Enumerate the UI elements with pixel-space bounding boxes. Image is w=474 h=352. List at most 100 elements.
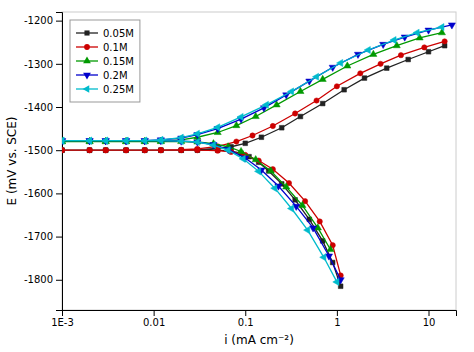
point <box>292 111 297 116</box>
point <box>334 84 339 89</box>
point <box>310 226 317 232</box>
point <box>333 278 339 285</box>
point <box>239 155 245 162</box>
point <box>319 75 326 81</box>
tick-label: 10 <box>423 317 436 328</box>
legend-marker <box>84 44 90 50</box>
point <box>62 148 65 153</box>
point <box>390 37 396 44</box>
point <box>142 148 147 153</box>
point <box>209 141 215 148</box>
tick: -1300 <box>24 59 62 70</box>
legend-label: 0.2M <box>103 70 128 81</box>
point <box>85 137 91 144</box>
point <box>124 148 129 153</box>
point <box>234 139 239 144</box>
point <box>279 125 284 130</box>
tick-mark <box>56 21 62 22</box>
point <box>337 59 343 66</box>
point <box>179 148 184 153</box>
point <box>283 183 290 189</box>
legend-marker <box>83 73 91 80</box>
legend-item: 0.05M <box>76 28 134 39</box>
tick: -1500 <box>24 145 62 156</box>
tick-mark <box>56 280 62 281</box>
point <box>103 148 108 153</box>
point <box>438 24 444 31</box>
point <box>87 148 92 153</box>
point <box>122 137 128 144</box>
series <box>62 43 447 288</box>
point <box>159 148 164 153</box>
x-axis: 1E-3 0.01 0.1 1 10 <box>51 310 456 328</box>
point <box>422 45 427 50</box>
y-axis: -1800-1700-1600-1500-1400-1300-1200 <box>24 13 63 311</box>
point <box>142 148 147 153</box>
point <box>158 148 163 153</box>
series <box>62 23 455 284</box>
point <box>406 57 411 62</box>
point <box>358 71 363 76</box>
plot-frame <box>62 12 456 310</box>
tick: 10 <box>423 310 436 328</box>
point <box>287 205 293 212</box>
tick-mark <box>56 107 62 108</box>
legend-label: 0.15M <box>103 56 134 67</box>
tick-label: -1600 <box>24 188 53 199</box>
point <box>327 245 334 251</box>
point <box>179 147 184 152</box>
tick: 0.01 <box>143 310 165 328</box>
point <box>87 148 92 153</box>
tick-label: -1500 <box>24 145 53 156</box>
tick-label: 1E-3 <box>51 317 74 328</box>
point <box>124 148 129 153</box>
tick-mark <box>56 237 62 238</box>
point <box>224 147 230 154</box>
legend-item: 0.15M <box>76 56 134 67</box>
point <box>384 66 389 71</box>
point <box>442 39 447 44</box>
point <box>177 134 183 141</box>
tick-mark <box>56 193 62 194</box>
tick-label: 0.01 <box>143 317 165 328</box>
point <box>193 138 199 145</box>
point <box>237 113 243 120</box>
point <box>364 46 370 53</box>
point <box>426 49 431 54</box>
point <box>142 148 147 153</box>
point <box>250 133 255 138</box>
point <box>320 254 326 261</box>
point <box>142 148 147 153</box>
point <box>259 135 264 140</box>
tick-label: -1200 <box>24 15 53 26</box>
line <box>62 27 442 282</box>
point <box>287 88 293 95</box>
point <box>157 136 163 143</box>
point <box>87 148 92 153</box>
point <box>243 141 248 146</box>
legend-item: 0.2M <box>76 70 128 81</box>
point <box>413 29 419 36</box>
legend-item: 0.1M <box>76 42 128 53</box>
x-axis-title: i (mA cm⁻²) <box>224 333 294 347</box>
point <box>378 61 383 66</box>
point <box>370 50 377 56</box>
tick-label: 1 <box>334 317 340 328</box>
tick-label: -1700 <box>24 231 53 242</box>
legend-marker <box>83 57 91 64</box>
point <box>62 148 64 153</box>
point <box>237 147 244 153</box>
point <box>157 137 163 144</box>
tick: -1800 <box>24 274 62 285</box>
tick: 1 <box>334 310 340 328</box>
point <box>103 148 108 153</box>
axis-line <box>63 311 457 317</box>
point <box>195 146 200 151</box>
legend-marker <box>83 85 90 93</box>
point <box>158 148 163 153</box>
chart: 1E-30.010.1110-1800-1700-1600-1500-1400-… <box>0 0 474 352</box>
tick-label: 0.1 <box>238 317 254 328</box>
point <box>317 219 322 224</box>
legend-marker <box>84 30 89 35</box>
legend-label: 0.05M <box>103 28 134 39</box>
